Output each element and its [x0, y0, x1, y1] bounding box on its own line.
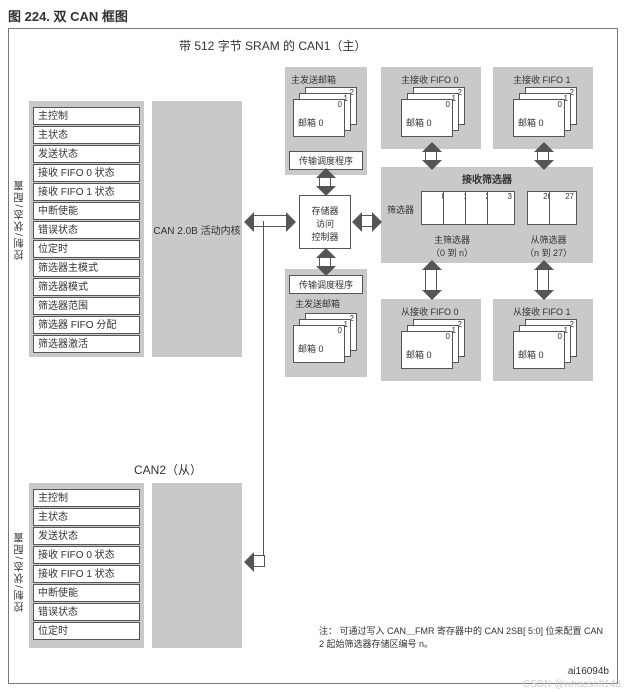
tx-mailbox-stack-slave: 2 1 0邮箱 0	[293, 313, 355, 365]
reg-item: 错误状态	[33, 603, 140, 621]
reg-item: 筛选器模式	[33, 278, 140, 296]
rx-fifo1-master-stack: 主接收 FIFO 1 2 1 0邮箱 0	[513, 87, 575, 139]
connector-line	[263, 221, 264, 561]
mem-access-controller: 存储器 访问 控制器	[299, 195, 351, 249]
mailbox-card: 0邮箱 0	[513, 331, 565, 369]
reg-item: 主状态	[33, 508, 140, 526]
reg-item: 错误状态	[33, 221, 140, 239]
arrow-filter-rx0s	[425, 269, 437, 291]
reg-item: 主控制	[33, 489, 140, 507]
reg-item: 筛选器范围	[33, 297, 140, 315]
reg-item: 筛选器 FIFO 分配	[33, 316, 140, 334]
reg-list-can1: 主控制 主状态 发送状态 接收 FIFO 0 状态 接收 FIFO 1 状态 中…	[33, 107, 140, 354]
arrow-filter-rx1s	[537, 269, 549, 291]
tx-mailbox-stack: 主发送邮箱 2 1 0邮箱 0	[293, 87, 355, 139]
reg-item: 发送状态	[33, 145, 140, 163]
rx-fifo0-master-stack: 主接收 FIFO 0 2 1 0邮箱 0	[401, 87, 463, 139]
note-text: 可通过写入 CAN＿FMR 寄存器中的 CAN 2SB[ 5:0] 位来配置 C…	[319, 626, 603, 649]
rx-fifo1-slave-stack: 从接收 FIFO 1 2 1 0邮箱 0	[513, 319, 575, 371]
reg-item: 接收 FIFO 1 状态	[33, 565, 140, 583]
reg-item: 位定时	[33, 240, 140, 258]
group-caption: 主发送邮箱	[295, 297, 340, 310]
arrow-core-memctrl	[253, 215, 287, 227]
note-label: 注：	[319, 626, 337, 636]
vlabel-can2: 控制/状态/配置	[13, 521, 27, 621]
mailbox-card: 0邮箱 0	[513, 99, 565, 137]
reg-item: 位定时	[33, 622, 140, 640]
ai-id: ai16094b	[568, 666, 609, 677]
reg-item: 主控制	[33, 107, 140, 125]
arrow-memctrl-filter	[361, 215, 373, 227]
filter-word: 筛选器	[387, 203, 414, 216]
reg-list-can2: 主控制 主状态 发送状态 接收 FIFO 0 状态 接收 FIFO 1 状态 中…	[33, 489, 140, 641]
reg-item: 接收 FIFO 0 状态	[33, 164, 140, 182]
filter-caption-left: 主筛选器 （0 到 n）	[431, 233, 473, 259]
note: 注： 可通过写入 CAN＿FMR 寄存器中的 CAN 2SB[ 5:0] 位来配…	[319, 625, 609, 650]
filter-title: 接收筛选器	[381, 171, 593, 186]
can1-core: CAN 2.0B 活动内核	[152, 101, 242, 357]
rx-fifo0-slave-stack: 从接收 FIFO 0 2 1 0邮箱 0	[401, 319, 463, 371]
reg-item: 筛选器主模式	[33, 259, 140, 277]
can2-core	[152, 483, 242, 648]
mailbox-card: 0邮箱 0	[293, 325, 345, 363]
diagram-frame: 带 512 字节 SRAM 的 CAN1（主） 控制/状态/配置 主控制 主状态…	[8, 28, 618, 684]
filter-card: 3	[487, 191, 515, 225]
mailbox-card: 0邮箱 0	[401, 99, 453, 137]
can2-title: CAN2（从）	[134, 461, 202, 478]
tx-scheduler-slave: 传输调度程序	[289, 275, 363, 294]
subtitle: 带 512 字节 SRAM 的 CAN1（主）	[179, 37, 366, 54]
reg-item: 接收 FIFO 1 状态	[33, 183, 140, 201]
vlabel-can1: 控制/状态/配置	[13, 159, 27, 279]
reg-item: 中断使能	[33, 202, 140, 220]
reg-item: 筛选器激活	[33, 335, 140, 353]
reg-item: 中断使能	[33, 584, 140, 602]
filter-block: 接收筛选器 筛选器 0 1 2 3 26 27 主筛选器 （0 到 n） 从筛选…	[381, 167, 593, 263]
group-caption: 从接收 FIFO 1	[513, 305, 627, 318]
filter-caption-right: 从筛选器 （n 到 27）	[525, 233, 572, 259]
reg-item: 发送状态	[33, 527, 140, 545]
watermark: CSDN @whaosoft143	[523, 679, 621, 690]
filter-card: 27	[549, 191, 577, 225]
arrow-core2	[253, 555, 265, 567]
mailbox-card: 0邮箱 0	[293, 99, 345, 137]
figure-title: 图 224. 双 CAN 框图	[8, 6, 128, 25]
reg-item: 接收 FIFO 0 状态	[33, 546, 140, 564]
arrow-rx1m-filter	[537, 151, 549, 161]
arrow-memctrl-txsched2	[319, 257, 331, 267]
arrow-rx0m-filter	[425, 151, 437, 161]
mailbox-card: 0邮箱 0	[401, 331, 453, 369]
reg-item: 主状态	[33, 126, 140, 144]
arrow-memctrl-txsched	[319, 177, 331, 187]
group-caption: 主接收 FIFO 1	[513, 73, 627, 86]
